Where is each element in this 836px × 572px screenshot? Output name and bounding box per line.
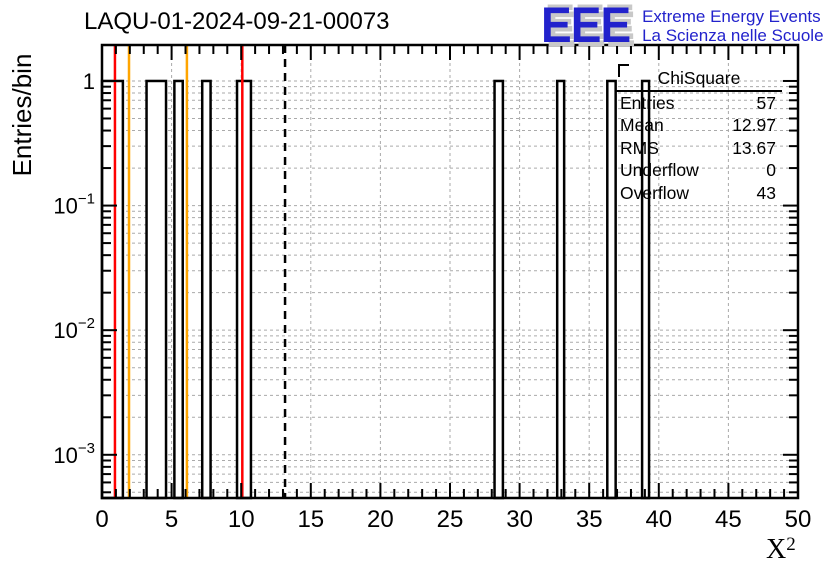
- y-tick-label: 10−1: [53, 191, 95, 219]
- stats-label: RMS: [620, 137, 659, 158]
- x-tick-label: 5: [165, 506, 178, 533]
- stats-box-corner: [618, 64, 629, 77]
- y-axis-title: Entries/bin: [7, 53, 37, 177]
- histogram-bar: [493, 79, 505, 500]
- stats-row: Mean 12.97: [616, 114, 782, 136]
- eee-logo-tagline-en: Extreme Energy Events: [642, 7, 821, 26]
- histogram-bar: [235, 79, 253, 500]
- x-axis-title: X2: [766, 534, 796, 566]
- histogram-bar: [173, 79, 184, 500]
- x-tick-label: 20: [367, 506, 394, 533]
- stats-row: Overflow 43: [616, 182, 782, 204]
- histogram-bar: [100, 79, 125, 500]
- stats-value: 0: [766, 160, 776, 181]
- y-tick-label: 1: [83, 69, 95, 94]
- stats-label: Mean: [620, 115, 664, 136]
- eee-logo: EEE Extreme Energy Events La Scienza nel…: [541, 0, 824, 53]
- histogram-bar: [555, 79, 566, 500]
- stats-box-title: ChiSquare: [616, 63, 782, 92]
- eee-logo-tagline-it: La Scienza nelle Scuole: [642, 26, 824, 45]
- x-tick-label: 0: [95, 506, 108, 533]
- stats-label: Entries: [620, 93, 675, 113]
- x-tick-label: 50: [785, 506, 812, 533]
- y-tick-label: 10−2: [53, 315, 95, 343]
- histogram-bar: [606, 79, 617, 500]
- x-tick-label: 10: [228, 506, 255, 533]
- y-tick-label: 10−3: [53, 440, 95, 468]
- stats-label: Underflow: [620, 160, 699, 181]
- stats-row: Entries 57: [616, 92, 782, 114]
- stats-box: ChiSquare Entries 57 Mean 12.97 RMS 13.6…: [616, 63, 782, 204]
- eee-logo-acronym: EEE: [541, 0, 631, 53]
- histogram-title: LAQU-01-2024-09-21-00073: [84, 8, 390, 35]
- x-axis-title-base: X: [766, 534, 787, 565]
- x-tick-label: 25: [437, 506, 464, 533]
- x-tick-label: 35: [576, 506, 603, 533]
- stats-row: RMS 13.67: [616, 137, 782, 159]
- stats-value: 12.97: [732, 115, 776, 136]
- histogram-bar: [145, 79, 168, 500]
- stats-label: Overflow: [620, 182, 690, 203]
- histogram-bar: [200, 79, 212, 500]
- stats-value: 13.67: [732, 137, 776, 158]
- x-tick-label: 40: [645, 506, 672, 533]
- stats-value: 43: [756, 182, 776, 203]
- x-tick-label: 15: [297, 506, 324, 533]
- stats-value: 57: [756, 93, 776, 113]
- x-tick-label: 45: [715, 506, 742, 533]
- x-tick-label: 30: [506, 506, 533, 533]
- stats-row: Underflow 0: [616, 159, 782, 181]
- x-axis-title-sup: 2: [786, 534, 796, 555]
